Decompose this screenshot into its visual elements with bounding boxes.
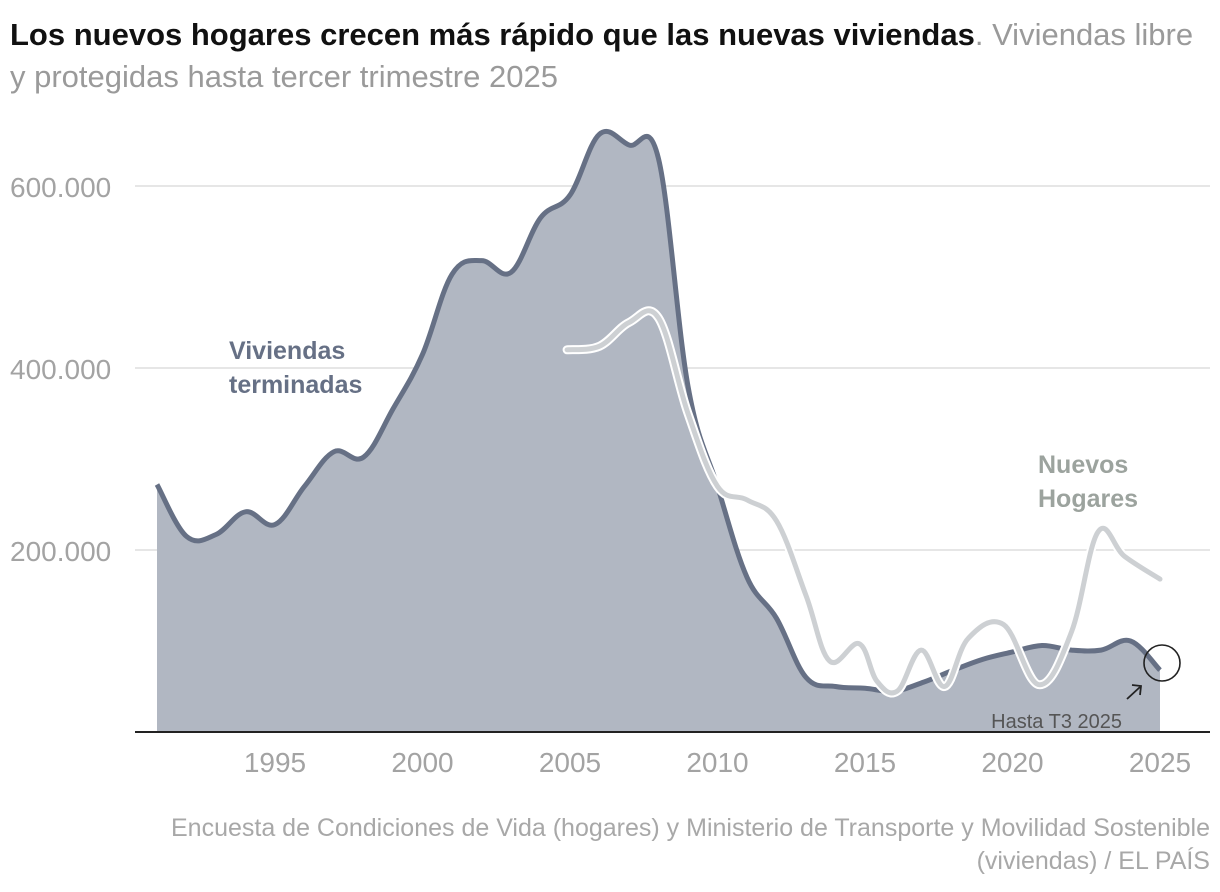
series-layer — [154, 128, 1165, 732]
chart-title: Los nuevos hogares crecen más rápido que… — [10, 14, 1200, 98]
x-tick-label: 2005 — [539, 747, 601, 778]
y-tick-label: 600.000 — [10, 172, 111, 203]
x-tick-label: 2000 — [391, 747, 453, 778]
x-tick-label: 2015 — [834, 747, 896, 778]
x-tick-label: 2025 — [1129, 747, 1191, 778]
annotation-circle — [1143, 644, 1181, 682]
title-bold: Los nuevos hogares crecen más rápido que… — [10, 17, 975, 52]
viviendas-label-line2: terminadas — [229, 371, 362, 399]
x-axis-ticks: 1995 2000 2005 2010 2015 2020 2025 — [244, 747, 1191, 778]
y-tick-label: 400.000 — [10, 354, 111, 385]
series-labels: Viviendas terminadas Nuevos Hogares — [229, 337, 1138, 513]
annotation-text: Hasta T3 2025 — [991, 711, 1122, 733]
y-axis-ticks: 200.000 400.000 600.000 — [10, 172, 111, 567]
x-tick-label: 2020 — [981, 747, 1043, 778]
hogares-label-line2: Hogares — [1038, 485, 1138, 513]
title-subtitle: . Viviendas libre y protegidas hasta ter… — [10, 17, 1194, 94]
viviendas-label-line1: Viviendas — [229, 337, 345, 365]
x-tick-label: 1995 — [244, 747, 306, 778]
source-note: Encuesta de Condiciones de Vida (hogares… — [170, 814, 1210, 875]
viviendas-line — [154, 128, 1162, 694]
hogares-label-line1: Nuevos — [1038, 451, 1128, 479]
y-tick-label: 200.000 — [10, 536, 111, 567]
annotation-arrow-head — [1131, 684, 1142, 696]
viviendas-area — [157, 131, 1160, 732]
annotation: Hasta T3 2025 — [991, 644, 1181, 733]
annotation-arrow-shaft — [1126, 686, 1141, 700]
hogares-line — [564, 308, 1163, 696]
x-tick-label: 2010 — [686, 747, 748, 778]
